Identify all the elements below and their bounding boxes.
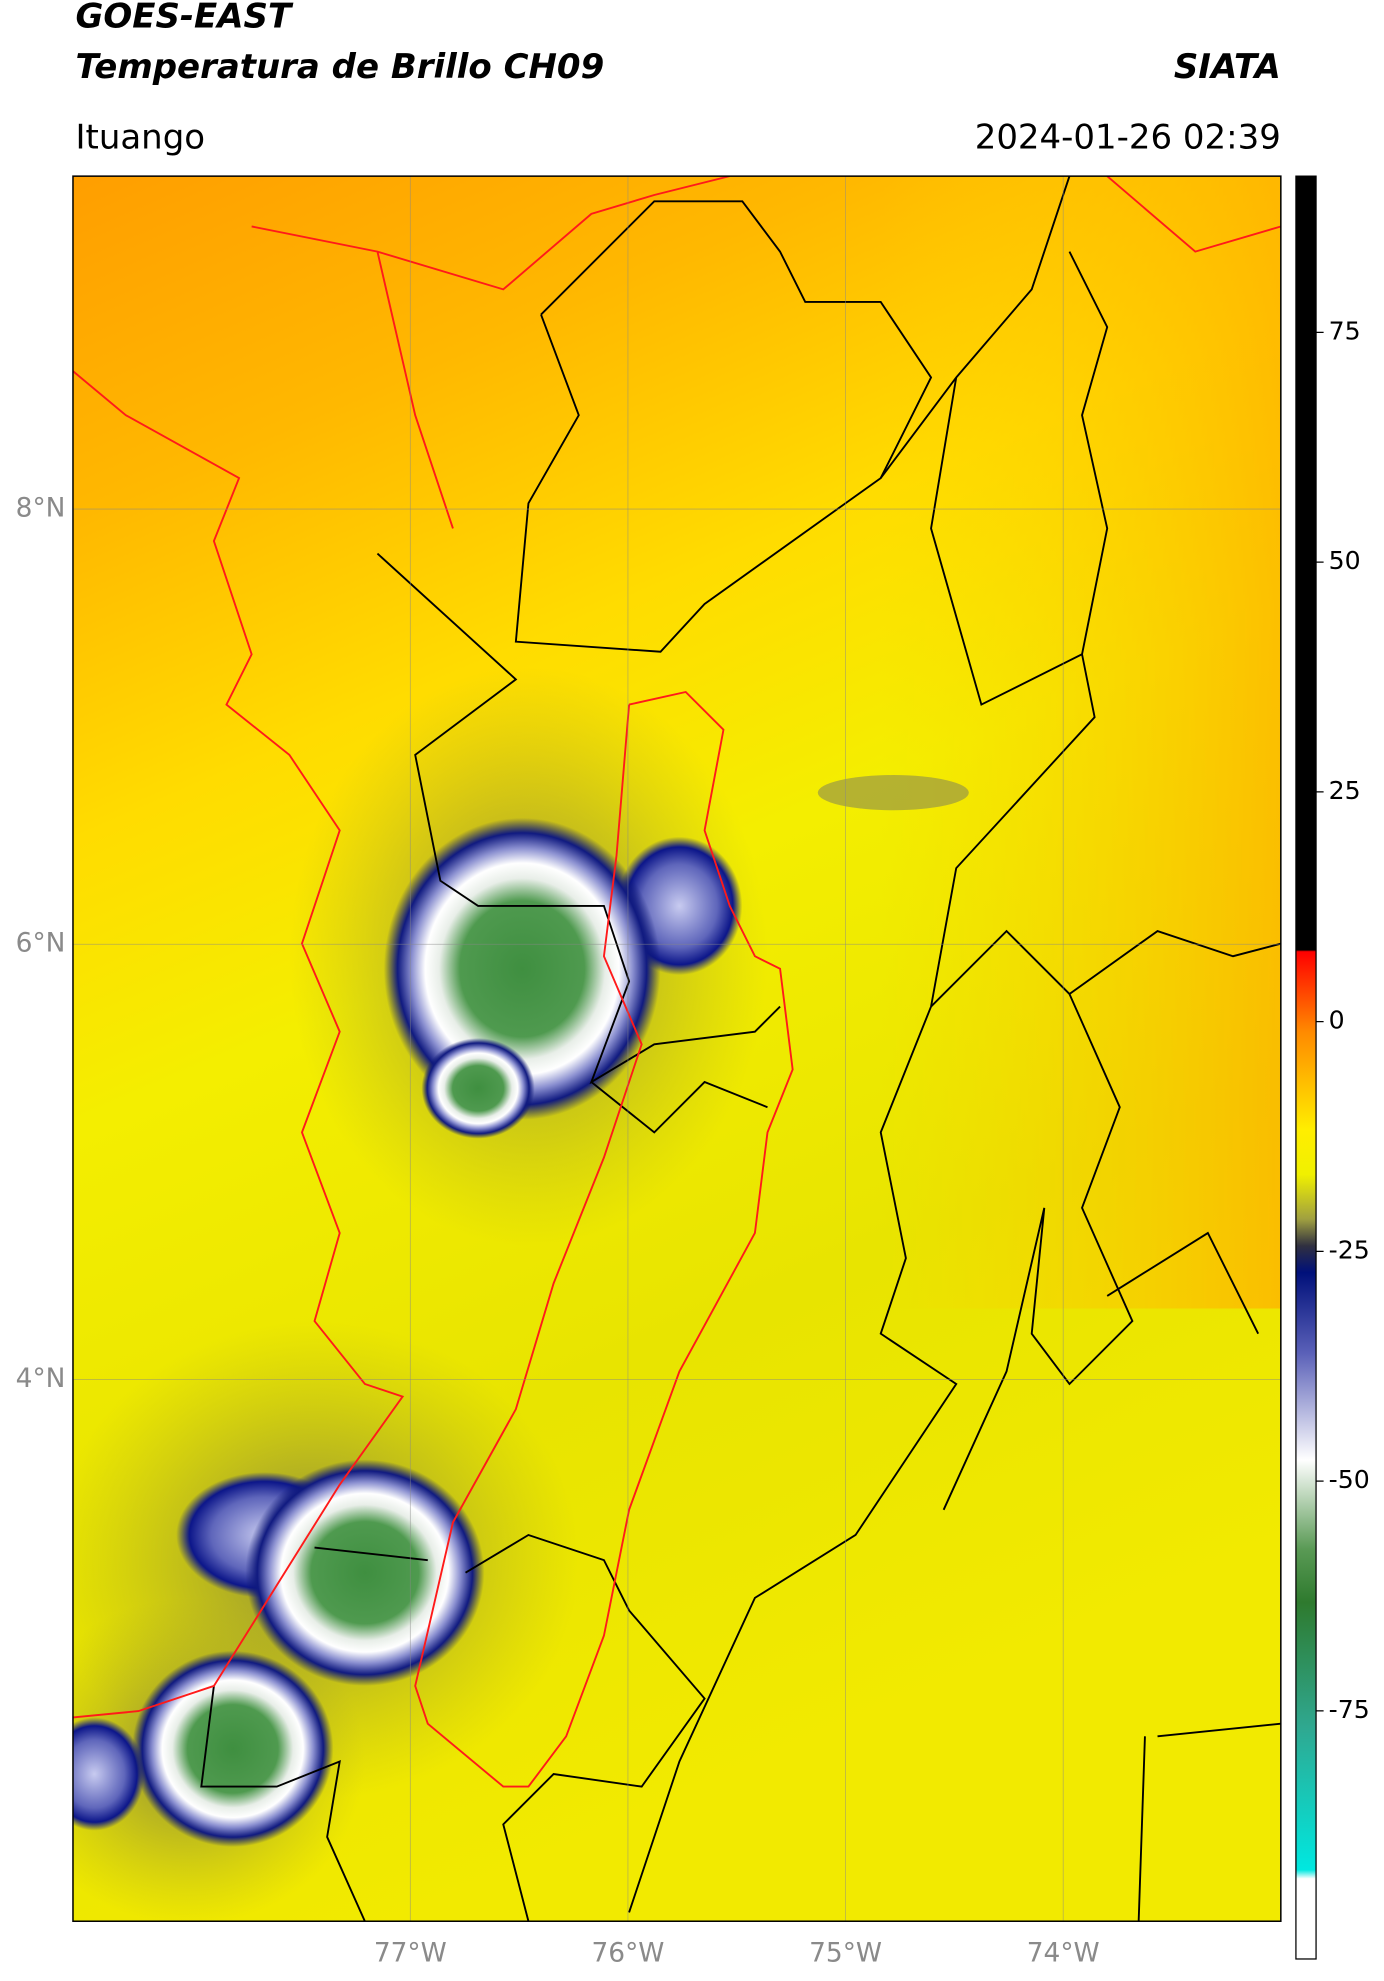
colorbar <box>1295 175 1317 1960</box>
colorbar-tick-label: 50 <box>1329 546 1361 575</box>
x-tick-label: 74°W <box>1027 1937 1100 1968</box>
colorbar-tick-label: -50 <box>1329 1465 1370 1494</box>
colorbar-tick-label: -25 <box>1329 1235 1370 1264</box>
cloud <box>132 1650 334 1848</box>
x-tick-label: 75°W <box>809 1937 882 1968</box>
y-tick-label: 4°N <box>16 1363 66 1394</box>
x-tick-label: 77°W <box>374 1937 447 1968</box>
title: GOES-EAST <box>75 0 293 37</box>
map <box>72 176 1281 1922</box>
y-tick-label: 6°N <box>16 928 66 959</box>
cloud <box>245 1459 485 1686</box>
coastline <box>72 176 1281 1788</box>
colorbar-tick-label: 25 <box>1329 776 1361 805</box>
datetime: 2024-01-26 02:39 <box>975 117 1281 157</box>
cloud-streak <box>817 775 969 811</box>
colorbar-tick-label: 0 <box>1329 1006 1345 1035</box>
colorbar-tick-label: -75 <box>1329 1695 1370 1724</box>
subtitle: Temperatura de Brillo CH09 <box>75 47 604 87</box>
cloud <box>421 1037 535 1139</box>
location: Ituango <box>75 117 205 157</box>
borders <box>200 176 1281 1922</box>
x-tick-label: 76°W <box>591 1937 664 1968</box>
source: SIATA <box>1174 47 1281 87</box>
cloud-edge <box>72 1717 145 1831</box>
y-tick-label: 8°N <box>16 493 66 524</box>
map-frame <box>72 175 1282 1922</box>
map-shade <box>880 176 1281 1309</box>
colorbar-tick-label: 75 <box>1329 316 1361 345</box>
grid <box>72 176 1281 1922</box>
